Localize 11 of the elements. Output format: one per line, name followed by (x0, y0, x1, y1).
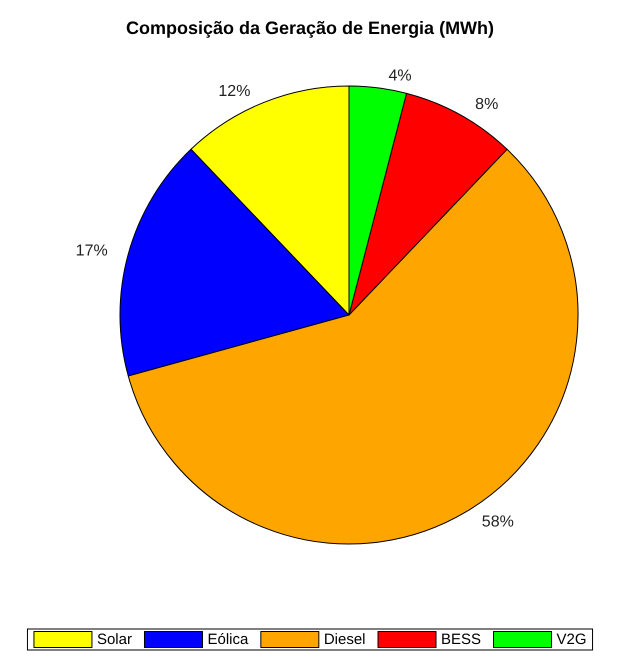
data-label: 4% (388, 67, 412, 84)
legend-label: V2G (556, 631, 587, 648)
data-label: 8% (475, 96, 498, 113)
legend-label: BESS (441, 631, 482, 648)
legend-label: Solar (96, 631, 132, 648)
data-label: 58% (482, 513, 514, 530)
data-label: 17% (76, 242, 108, 260)
data-label: 12% (218, 82, 250, 100)
legend-label: Diesel (324, 631, 366, 648)
chart-title: Composição da Geração de Energia (MWh) (126, 18, 494, 38)
legend-label: Eólica (207, 631, 249, 648)
